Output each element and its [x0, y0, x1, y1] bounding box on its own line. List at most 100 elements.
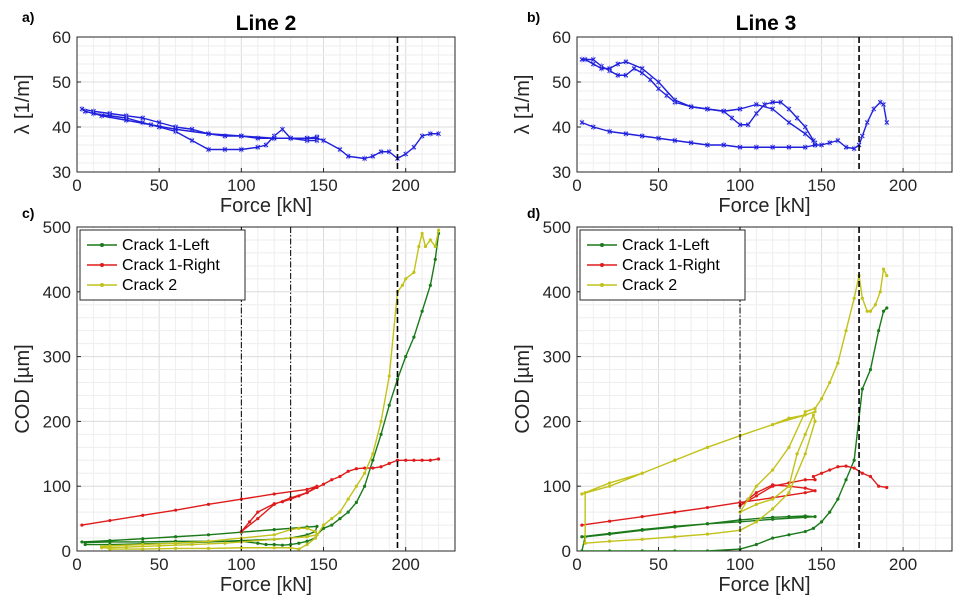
y-tick-label: 500 [543, 218, 571, 237]
data-point [721, 142, 727, 148]
data-point [256, 510, 260, 514]
data-point [673, 549, 677, 551]
y-tick-label: 30 [552, 163, 571, 182]
data-point [813, 406, 817, 411]
data-point [885, 274, 889, 278]
data-point [403, 151, 409, 157]
data-point [206, 502, 211, 506]
axes-box [576, 226, 953, 552]
data-point [828, 380, 832, 385]
data-point [436, 131, 441, 137]
data-point [272, 537, 276, 541]
data-point [313, 536, 317, 540]
data-point [404, 277, 408, 281]
y-tick-label: 0 [562, 542, 571, 561]
x-tick-label: 100 [726, 555, 754, 574]
legend-label: Crack 2 [122, 277, 177, 294]
data-point [206, 533, 211, 537]
y-tick-label: 60 [52, 28, 71, 47]
data-point [189, 138, 195, 143]
legend-label: Crack 1-Left [122, 237, 210, 254]
data-point [583, 541, 587, 545]
x-tick-label: 150 [309, 176, 337, 195]
data-point [247, 520, 252, 524]
data-point [778, 99, 784, 105]
plot-content [579, 37, 890, 172]
y-tick-label: 400 [543, 283, 571, 302]
data-point [754, 491, 758, 495]
data-point [271, 135, 277, 141]
data-point [173, 126, 178, 132]
data-point [860, 387, 864, 391]
legend-swatch-marker [600, 243, 604, 247]
data-point [354, 467, 358, 471]
data-point [615, 72, 621, 78]
series-crack-1-left [580, 306, 889, 551]
data-point [580, 549, 584, 551]
data-point [83, 540, 87, 545]
chart-panel-4: 0 50 100 150 200 0 100 200 300 400 500 Force [kN] CO… [512, 205, 953, 596]
data-point [802, 144, 808, 150]
data-point [108, 540, 112, 544]
data-point [582, 57, 588, 62]
data-point [608, 532, 612, 536]
data-point [878, 290, 882, 294]
data-point [272, 502, 276, 506]
data-point [338, 474, 342, 479]
data-point [737, 106, 743, 112]
x-axis-label: Force [kN] [718, 574, 810, 596]
data-point [580, 492, 584, 496]
data-point [868, 367, 873, 372]
data-point [771, 507, 775, 511]
y-axis-label: COD [µm] [512, 344, 534, 433]
data-point [206, 546, 211, 551]
data-point [222, 147, 228, 152]
data-point [321, 482, 326, 486]
data-point [238, 147, 244, 152]
data-point [673, 510, 677, 514]
data-point [639, 66, 645, 71]
data-point [420, 309, 424, 313]
data-point [673, 458, 677, 462]
data-point [379, 419, 383, 423]
data-point [264, 542, 268, 547]
data-point [141, 540, 145, 544]
x-tick-label: 150 [309, 555, 337, 574]
data-point [404, 458, 408, 462]
data-point [771, 484, 775, 488]
data-point [579, 120, 585, 125]
data-point [812, 142, 818, 148]
data-point [608, 519, 612, 523]
data-point [672, 97, 678, 103]
data-point [881, 267, 886, 271]
data-point [729, 115, 735, 121]
data-point [433, 257, 437, 261]
axes-box [76, 226, 456, 552]
data-point [656, 135, 661, 141]
series-line-2 [582, 56, 818, 146]
axes-box [576, 36, 953, 173]
data-point [813, 478, 817, 482]
data-point [108, 544, 112, 548]
data-point [631, 66, 637, 71]
data-point [608, 484, 612, 488]
data-point [436, 228, 441, 232]
y-tick-label: 0 [62, 542, 71, 561]
data-point [705, 445, 710, 449]
chart-panel-1: 0 50 100 150 200 30 40 50 60 Force [kN] λ [1/m] Lin… [12, 9, 456, 217]
data-point [272, 492, 276, 496]
data-point [608, 539, 612, 543]
x-tick-label: 0 [572, 555, 581, 574]
data-point [599, 66, 604, 71]
data-point [673, 525, 677, 529]
data-point [157, 544, 161, 548]
data-point [362, 156, 367, 161]
data-point [608, 481, 612, 485]
data-point [297, 541, 301, 545]
data-point [640, 537, 644, 541]
series-line [581, 101, 888, 150]
data-point [174, 508, 178, 512]
data-point [419, 133, 425, 139]
data-point [871, 106, 877, 112]
data-point [852, 296, 856, 300]
